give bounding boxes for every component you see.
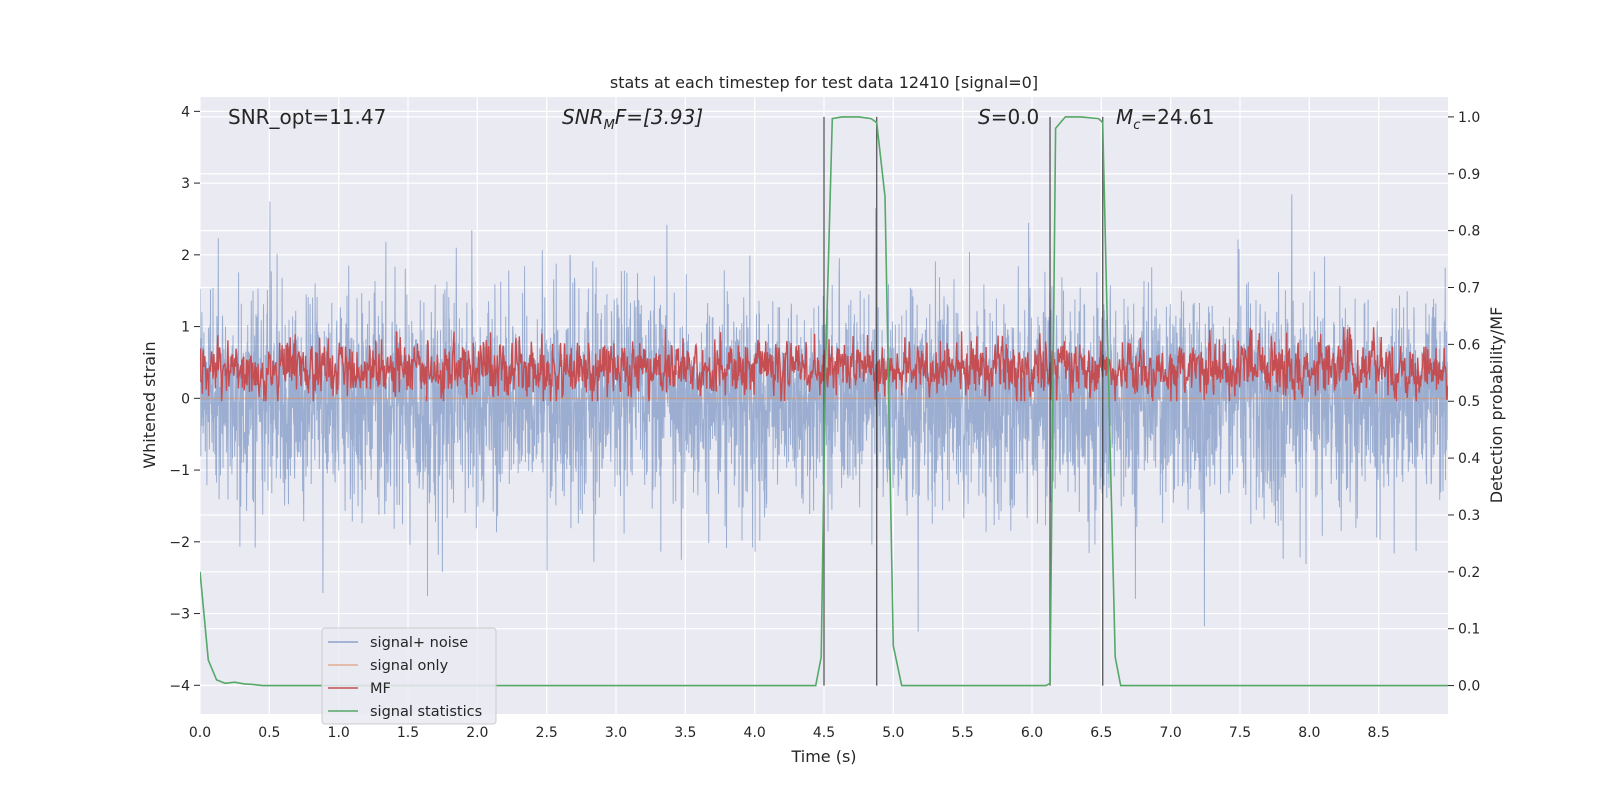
y-right-tick-label: 0.3 (1458, 508, 1480, 524)
s-val: =0.0 (991, 105, 1040, 129)
x-tick-label: 7.5 (1229, 725, 1251, 741)
y-right-tick-label: 0.8 (1458, 224, 1480, 240)
mc-val: =24.61 (1140, 105, 1214, 129)
mc-sub: c (1133, 118, 1140, 133)
x-tick-label: 6.5 (1090, 725, 1112, 741)
x-tick-label: 5.5 (952, 725, 974, 741)
y-right-tick-label: 0.7 (1458, 281, 1480, 297)
y-right-tick-label: 0.2 (1458, 565, 1480, 581)
x-tick-label: 5.0 (882, 725, 904, 741)
legend-label-noise: signal+ noise (370, 635, 468, 651)
chart-title: stats at each timestep for test data 124… (610, 73, 1038, 92)
y-right-tick-label: 0.4 (1458, 451, 1480, 467)
y-tick-label: 4 (181, 104, 190, 120)
x-tick-label: 2.0 (466, 725, 488, 741)
annotation-s: S=0.0 (978, 105, 1039, 129)
x-tick-label: 4.5 (813, 725, 835, 741)
y-tick-label: −3 (169, 607, 190, 623)
y-right-tick-label: 0.1 (1458, 622, 1480, 638)
y-right-tick-label: 0.5 (1458, 394, 1480, 410)
mc-var: M (1116, 105, 1133, 129)
x-tick-label: 8.5 (1368, 725, 1390, 741)
legend-entry-signal-statistics: signal statistics (328, 704, 482, 720)
x-tick-label: 1.0 (328, 725, 350, 741)
y-right-tick-label: 1.0 (1458, 110, 1480, 126)
y-tick-label: −1 (169, 463, 190, 479)
x-axis-label: Time (s) (790, 747, 856, 766)
legend-entry-noise: signal+ noise (328, 635, 468, 651)
x-tick-label: 4.0 (744, 725, 766, 741)
x-tick-label: 0.0 (189, 725, 211, 741)
annotation-mc: Mc=24.61 (1116, 105, 1214, 133)
annotation-snr-opt: SNR_opt=11.47 (228, 105, 386, 129)
y-tick-labels: 4 3 2 1 0 −1 −2 −3 −4 (169, 104, 200, 694)
x-tick-label: 8.0 (1298, 725, 1320, 741)
y-right-tick-label: 0.9 (1458, 167, 1480, 183)
x-tick-label: 3.5 (674, 725, 696, 741)
x-tick-labels: 0.0 0.5 1.0 1.5 2.0 2.5 3.0 3.5 4.0 4.5 5.0 5.5 6.0 6… (189, 725, 1390, 741)
legend-label-mf: MF (370, 681, 391, 697)
legend-entry-mf: MF (328, 681, 391, 697)
s-var: S (978, 105, 991, 129)
y-tick-label: 2 (181, 248, 190, 264)
legend-label-signal-only: signal only (370, 658, 449, 674)
signal-statistics-line (200, 116, 1448, 687)
legend-box (321, 627, 497, 725)
legend-entry-signal-only: signal only (328, 658, 449, 674)
y-tick-label: −4 (169, 678, 190, 694)
x-tick-label: 2.5 (536, 725, 558, 741)
y-tick-label: 0 (181, 391, 190, 407)
x-tick-label: 3.0 (605, 725, 627, 741)
y-right-tick-label: 0.0 (1458, 679, 1480, 695)
snr-mf-tail: F=[3.93] (615, 105, 703, 129)
detection-markers (823, 116, 1104, 686)
x-tick-label: 6.0 (1021, 725, 1043, 741)
snr-mf-sub: M (604, 118, 615, 133)
x-tick-label: 1.5 (397, 725, 419, 741)
legend: signal+ noise signal only MF signal stat… (321, 627, 497, 725)
y-right-tick-labels: 1.0 0.9 0.8 0.7 0.6 0.5 0.4 0.3 0.2 0.1 0.0 (1448, 110, 1480, 695)
y-right-axis-label: Detection probability/MF (1487, 307, 1506, 504)
y-right-tick-label: 0.6 (1458, 337, 1480, 353)
y-axis-label: Whitened strain (140, 341, 159, 468)
y-tick-label: 3 (181, 176, 190, 192)
legend-label-signal-statistics: signal statistics (370, 704, 482, 720)
y-tick-label: −2 (169, 535, 190, 551)
y-tick-label: 1 (181, 320, 190, 336)
x-tick-label: 7.0 (1160, 725, 1182, 741)
x-tick-label: 0.5 (258, 725, 280, 741)
annotation-snr-mf: SNRMF=[3.93] (562, 105, 703, 133)
snr-mf-main: SNR (562, 105, 604, 129)
